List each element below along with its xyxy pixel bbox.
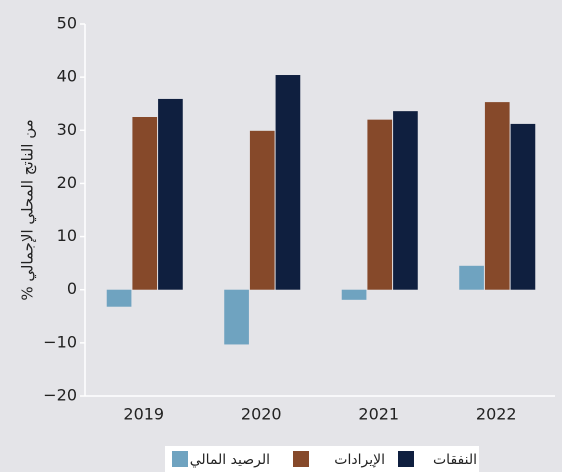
bar bbox=[459, 265, 484, 290]
y-tick-label: 40 bbox=[57, 67, 77, 86]
legend-label: الإيرادات bbox=[334, 452, 385, 468]
legend-swatch bbox=[398, 451, 414, 467]
bar bbox=[224, 289, 249, 345]
x-tick-label: 2021 bbox=[358, 405, 399, 424]
y-tick-label: −10 bbox=[43, 332, 77, 351]
bar bbox=[341, 289, 367, 300]
bar bbox=[132, 117, 158, 290]
bar bbox=[275, 75, 301, 290]
y-tick-label: 0 bbox=[67, 279, 77, 298]
legend-label: النفقات bbox=[433, 452, 477, 468]
x-tick-label: 2019 bbox=[123, 405, 164, 424]
y-tick-label: 50 bbox=[57, 14, 77, 33]
y-tick-label: 20 bbox=[57, 173, 77, 192]
y-tick-label: 10 bbox=[57, 226, 77, 245]
bar bbox=[106, 289, 132, 307]
legend-swatch bbox=[172, 451, 188, 467]
bar bbox=[158, 98, 183, 290]
bar bbox=[484, 102, 510, 290]
legend-label: الرصيد المالي bbox=[190, 452, 270, 468]
legend-swatch bbox=[293, 451, 309, 467]
y-axis-label: % من الناتج المحلي الإجمالي bbox=[19, 119, 38, 300]
legend bbox=[165, 446, 479, 472]
bar bbox=[249, 130, 275, 290]
y-tick-label: −20 bbox=[43, 386, 77, 405]
bar bbox=[510, 123, 536, 290]
x-tick-label: 2022 bbox=[476, 405, 517, 424]
x-tick-label: 2020 bbox=[241, 405, 282, 424]
bar bbox=[393, 111, 418, 290]
bar bbox=[367, 119, 393, 290]
y-tick-label: 30 bbox=[57, 120, 77, 139]
